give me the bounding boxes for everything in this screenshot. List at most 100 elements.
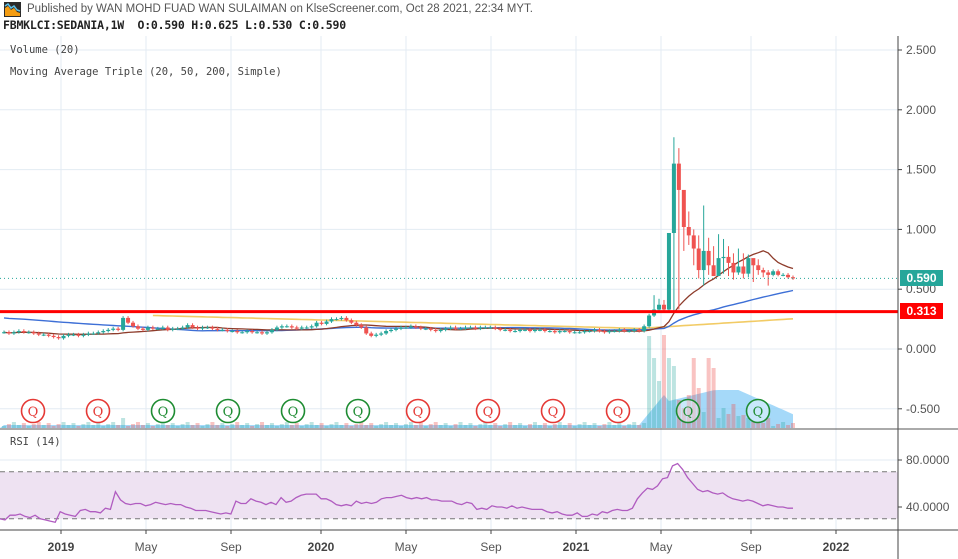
- candle-body: [255, 332, 260, 334]
- price-tick-label: 0.000: [906, 342, 936, 356]
- earnings-marker-negative[interactable]: Q: [20, 398, 46, 424]
- volume-bar: [671, 366, 676, 428]
- volume-bar: [220, 423, 225, 428]
- grid-lines: [0, 36, 898, 529]
- candle-body: [513, 331, 518, 333]
- volume-bar: [766, 418, 771, 428]
- volume-bar: [746, 418, 751, 428]
- candle-body: [716, 258, 721, 277]
- volume-bar: [557, 422, 562, 428]
- earnings-marker-positive[interactable]: Q: [280, 398, 306, 424]
- volume-bar: [473, 426, 478, 428]
- volume-bar: [56, 424, 61, 428]
- volume-bar: [523, 426, 528, 428]
- volume-bar: [597, 426, 602, 428]
- volume-bar: [398, 426, 403, 428]
- price-tick-label: 1.500: [906, 163, 936, 177]
- candle-body: [111, 328, 116, 330]
- candle-body: [547, 331, 552, 333]
- moving-average-legend[interactable]: Moving Average Triple (20, 50, 200, Simp…: [10, 66, 282, 78]
- earnings-marker-positive[interactable]: Q: [345, 398, 371, 424]
- candle-body: [175, 328, 180, 330]
- volume-bar: [607, 422, 612, 428]
- volume-bar: [135, 422, 140, 428]
- candle-body: [6, 332, 11, 334]
- candle-body: [617, 329, 622, 332]
- candle-body: [781, 274, 786, 276]
- volume-bar: [21, 423, 26, 428]
- price-candles: [2, 137, 795, 340]
- volume-bar: [389, 425, 394, 428]
- earnings-marker-positive[interactable]: Q: [150, 398, 176, 424]
- candle-body: [711, 265, 716, 277]
- candle-body: [91, 333, 96, 335]
- candle-body: [304, 327, 309, 329]
- volume-bar: [676, 400, 681, 428]
- axes[interactable]: 2.5002.0001.5001.0000.5000.000-0.50080.0…: [0, 36, 958, 559]
- volume-bar: [116, 425, 121, 428]
- candle-body: [31, 332, 36, 334]
- volume-bar: [488, 425, 493, 428]
- earnings-marker-negative[interactable]: Q: [540, 398, 566, 424]
- candle-body: [721, 256, 726, 259]
- candle-body: [145, 327, 150, 330]
- volume-bar: [478, 424, 483, 428]
- price-tick-label: 2.500: [906, 43, 936, 57]
- volume-bar: [344, 423, 349, 428]
- volume-bar: [617, 423, 622, 428]
- volume-bar: [379, 424, 384, 428]
- earnings-marker-negative[interactable]: Q: [475, 398, 501, 424]
- volume-legend[interactable]: Volume (20): [10, 44, 80, 56]
- volume-bar: [587, 425, 592, 428]
- candle-body: [126, 317, 131, 323]
- candle-body: [751, 258, 756, 266]
- volume-bar: [364, 425, 369, 428]
- candle-body: [2, 332, 6, 334]
- earnings-circle-icon: [280, 398, 306, 424]
- candle-body: [185, 325, 190, 328]
- earnings-circle-icon: [150, 398, 176, 424]
- klsescreener-logo-icon: [4, 1, 21, 17]
- volume-bar: [384, 422, 389, 428]
- volume-bar: [36, 422, 41, 428]
- candle-body: [334, 319, 339, 321]
- earnings-marker-positive[interactable]: Q: [675, 398, 701, 424]
- candle-body: [681, 189, 686, 228]
- volume-bar: [612, 425, 617, 428]
- volume-bar: [195, 423, 200, 428]
- volume-bar: [76, 426, 81, 428]
- candle-body: [364, 327, 369, 334]
- earnings-marker-positive[interactable]: Q: [745, 398, 771, 424]
- time-tick-label: Sep: [740, 540, 762, 554]
- volume-bar: [513, 425, 518, 428]
- publisher-banner: Published by WAN MOHD FUAD WAN SULAIMAN …: [0, 0, 533, 18]
- rsi-legend[interactable]: RSI (14): [10, 436, 61, 448]
- candle-body: [532, 329, 537, 332]
- earnings-marker-positive[interactable]: Q: [215, 398, 241, 424]
- candle-body: [587, 331, 592, 333]
- candle-body: [443, 328, 448, 330]
- candle-body: [155, 328, 160, 330]
- candle-body: [537, 329, 542, 331]
- candle-body: [577, 332, 582, 334]
- earnings-marker-negative[interactable]: Q: [605, 398, 631, 424]
- volume-bar: [165, 425, 170, 428]
- volume-bar: [637, 425, 642, 428]
- earnings-marker-negative[interactable]: Q: [85, 398, 111, 424]
- volume-bar: [225, 426, 230, 428]
- volume-bar: [190, 425, 195, 428]
- candle-body: [607, 331, 612, 333]
- volume-bar: [781, 422, 786, 428]
- candle-body: [661, 304, 666, 310]
- volume-bar: [602, 424, 607, 428]
- earnings-marker-negative[interactable]: Q: [405, 398, 431, 424]
- price-tick-label: 2.000: [906, 103, 936, 117]
- volume-bar: [126, 426, 131, 428]
- volume-bar: [16, 425, 21, 428]
- volume-bar: [51, 426, 56, 428]
- earnings-circle-icon: [20, 398, 46, 424]
- volume-bar: [245, 423, 250, 428]
- candle-body: [567, 331, 572, 333]
